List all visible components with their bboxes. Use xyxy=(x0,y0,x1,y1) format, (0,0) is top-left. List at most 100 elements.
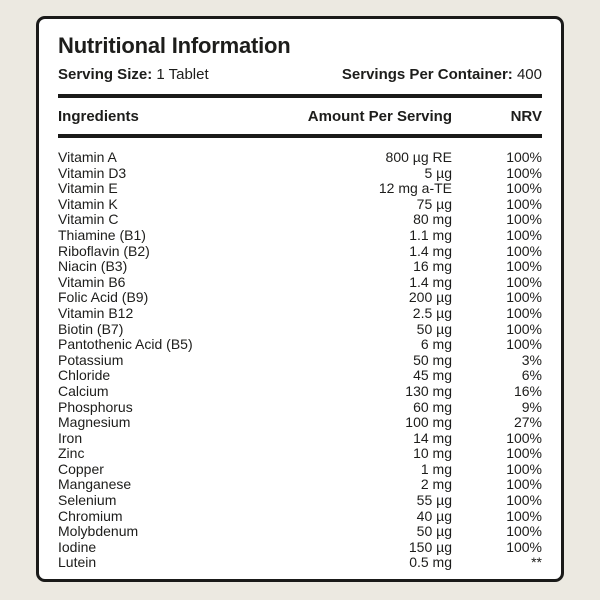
ingredient-nrv: 100% xyxy=(506,523,542,540)
ingredient-amount: 60 mg xyxy=(413,398,452,415)
ingredient-nrv: 100% xyxy=(506,304,542,321)
table-row: Magnesium 100 mg 27% xyxy=(58,414,542,431)
ingredient-amount: 50 µg xyxy=(416,523,452,540)
ingredient-amount: 130 mg xyxy=(405,382,452,399)
serving-size-label: Serving Size: xyxy=(58,66,153,83)
ingredient-name: Riboflavin (B2) xyxy=(58,242,150,259)
ingredient-amount: 16 mg xyxy=(413,258,452,275)
ingredient-nrv: ** xyxy=(531,554,542,571)
ingredient-name: Copper xyxy=(58,460,104,477)
column-header-ingredients: Ingredients xyxy=(58,108,139,125)
ingredient-name: Chromium xyxy=(58,507,123,524)
ingredient-nrv: 100% xyxy=(506,211,542,228)
ingredient-name: Chloride xyxy=(58,367,111,384)
ingredient-nrv: 3% xyxy=(521,351,542,368)
ingredient-amount: 12 mg a-TE xyxy=(378,180,452,197)
ingredient-name: Selenium xyxy=(58,492,117,509)
table-row: Molybdenum 50 µg 100% xyxy=(58,524,542,540)
serving-size-value: 1 Tablet xyxy=(156,66,209,83)
ingredient-nrv: 100% xyxy=(506,226,542,243)
ingredient-nrv: 100% xyxy=(506,336,542,353)
ingredient-nrv: 100% xyxy=(506,507,542,524)
ingredient-nrv: 100% xyxy=(506,273,542,290)
ingredient-name: Potassium xyxy=(58,351,124,368)
ingredient-amount: 5 µg xyxy=(424,164,452,181)
ingredient-name: Calcium xyxy=(58,382,109,399)
table-row: Pantothenic Acid (B5) 6 mg 100% xyxy=(58,337,542,353)
ingredient-name: Vitamin A xyxy=(58,149,117,165)
servings-per-container-value: 400 xyxy=(516,66,542,83)
ingredient-amount: 1.4 mg xyxy=(409,273,452,290)
divider-top xyxy=(58,94,542,98)
ingredient-amount: 14 mg xyxy=(413,429,452,446)
table-row: Vitamin K 75 µg 100% xyxy=(58,195,542,213)
ingredient-amount: 6 mg xyxy=(420,336,452,353)
ingredient-amount: 45 mg xyxy=(413,367,452,384)
ingredient-name: Vitamin B6 xyxy=(58,273,126,290)
ingredient-name: Vitamin D3 xyxy=(58,164,127,181)
ingredient-amount: 100 mg xyxy=(405,414,452,431)
ingredient-name: Thiamine (B1) xyxy=(58,226,146,243)
ingredient-amount: 50 µg xyxy=(416,320,452,337)
table-row: Vitamin B6 1.4 mg 100% xyxy=(58,273,542,291)
ingredient-nrv: 100% xyxy=(506,492,542,509)
column-header-amount: Amount Per Serving xyxy=(307,108,452,125)
table-row: Thiamine (B1) 1.1 mg 100% xyxy=(58,226,542,244)
ingredient-amount: 1.1 mg xyxy=(409,226,452,243)
table-row: Chromium 40 µg 100% xyxy=(58,507,542,525)
ingredient-name: Molybdenum xyxy=(58,523,139,540)
ingredient-name: Vitamin K xyxy=(58,195,118,212)
ingredient-nrv: 100% xyxy=(506,164,542,181)
ingredient-nrv: 100% xyxy=(506,429,542,446)
ingredient-name: Pantothenic Acid (B5) xyxy=(58,336,193,353)
ingredient-amount: 2 mg xyxy=(420,476,452,493)
table-row: Zinc 10 mg 100% xyxy=(58,446,542,462)
ingredient-amount: 10 mg xyxy=(413,445,452,462)
ingredient-name: Iron xyxy=(58,429,83,446)
table-row: Vitamin C 80 mg 100% xyxy=(58,212,542,228)
table-row: Lutein 0.5 mg ** xyxy=(58,555,542,571)
table-header-row: Ingredients Amount Per Serving NRV xyxy=(58,108,542,125)
table-row: Vitamin D3 5 µg 100% xyxy=(58,164,542,182)
table-row: Chloride 45 mg 6% xyxy=(58,368,542,384)
column-header-nrv: NRV xyxy=(510,108,542,125)
ingredient-name: Manganese xyxy=(58,476,132,493)
ingredient-nrv: 100% xyxy=(506,180,542,197)
ingredient-nrv: 100% xyxy=(506,149,542,165)
table-row: Selenium 55 µg 100% xyxy=(58,492,542,509)
ingredient-name: Folic Acid (B9) xyxy=(58,289,149,306)
ingredient-nrv: 100% xyxy=(506,445,542,462)
ingredient-nrv: 100% xyxy=(506,476,542,493)
ingredient-name: Zinc xyxy=(58,445,85,462)
serving-size: Serving Size: 1 Tablet xyxy=(58,66,209,83)
ingredient-name: Lutein xyxy=(58,554,97,571)
ingredient-name: Iodine xyxy=(58,538,97,555)
divider-header xyxy=(58,134,542,138)
ingredient-amount: 0.5 mg xyxy=(409,554,452,571)
table-row: Vitamin A 800 µg RE 100% xyxy=(58,149,542,166)
table-row: Potassium 50 mg 3% xyxy=(58,351,542,369)
ingredient-amount: 55 µg xyxy=(416,492,452,509)
ingredient-nrv: 100% xyxy=(506,538,542,555)
ingredient-nrv: 100% xyxy=(506,320,542,337)
table-row: Niacin (B3) 16 mg 100% xyxy=(58,259,542,275)
table-row: Copper 1 mg 100% xyxy=(58,460,542,478)
ingredient-amount: 75 µg xyxy=(416,195,452,212)
ingredient-name: Vitamin C xyxy=(58,211,119,228)
ingredient-nrv: 100% xyxy=(506,195,542,212)
table-row: Vitamin E 12 mg a-TE 100% xyxy=(58,181,542,197)
serving-info-row: Serving Size: 1 Tablet Servings Per Cont… xyxy=(58,66,542,83)
ingredient-nrv: 100% xyxy=(506,460,542,477)
ingredient-amount: 150 µg xyxy=(408,538,452,555)
table-row: Biotin (B7) 50 µg 100% xyxy=(58,320,542,338)
ingredient-nrv: 100% xyxy=(506,242,542,259)
table-row: Riboflavin (B2) 1.4 mg 100% xyxy=(58,242,542,260)
table-row: Iron 14 mg 100% xyxy=(58,429,542,447)
ingredient-name: Biotin (B7) xyxy=(58,320,124,337)
ingredient-name: Phosphorus xyxy=(58,398,133,415)
ingredient-amount: 50 mg xyxy=(413,351,452,368)
ingredients-table-body: Vitamin A 800 µg RE 100% Vitamin D3 5 µg 100%… xyxy=(58,149,542,571)
table-row: Calcium 130 mg 16% xyxy=(58,382,542,400)
nutrition-label-card: Nutritional Information Serving Size: 1 … xyxy=(36,16,564,582)
page-title: Nutritional Information xyxy=(58,33,291,58)
